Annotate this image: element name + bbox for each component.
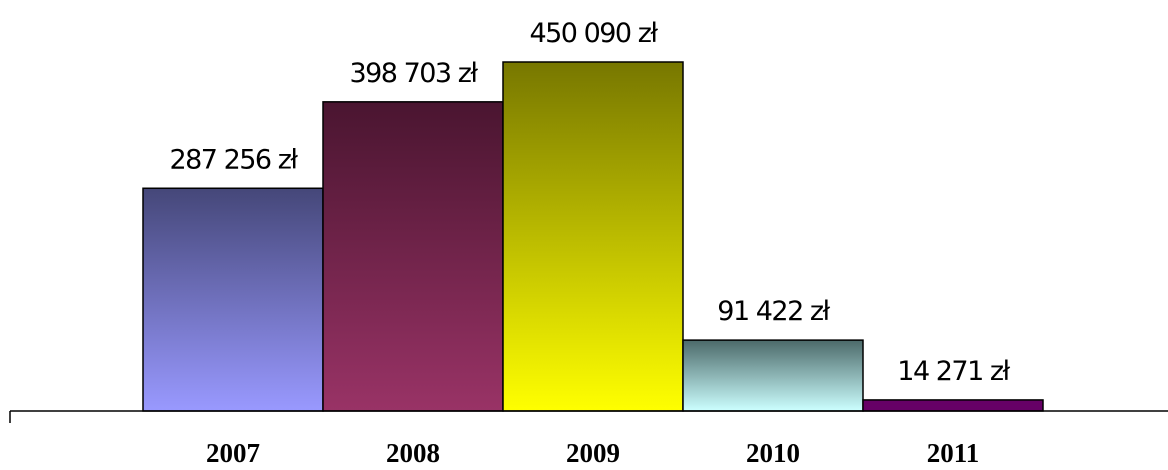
value-label-2009: 450 090 zł [529, 18, 658, 49]
category-label-2009: 2009 [566, 438, 620, 468]
category-labels-layer: 2007 2008 2009 2010 2011 [206, 438, 979, 468]
category-label-2011: 2011 [927, 438, 980, 468]
value-label-2011: 14 271 zł [897, 356, 1010, 387]
value-labels-layer: 287 256 zł 398 703 zł 450 090 zł 91 422 zł 1… [169, 18, 1012, 387]
value-label-2010: 91 422 zł [717, 296, 830, 327]
bar-2011 [862, 399, 1044, 412]
x-axis [9, 410, 1168, 423]
value-label-2008: 398 703 zł [349, 58, 478, 89]
value-label-2007: 287 256 zł [169, 144, 298, 175]
bar-2010 [682, 339, 864, 412]
category-label-2010: 2010 [746, 438, 800, 468]
bar-2009 [502, 61, 684, 412]
category-label-2007: 2007 [206, 438, 260, 468]
bar-2007 [142, 187, 324, 412]
bar-2008 [322, 101, 504, 412]
category-label-2008: 2008 [386, 438, 440, 468]
bars-layer [142, 61, 1044, 412]
